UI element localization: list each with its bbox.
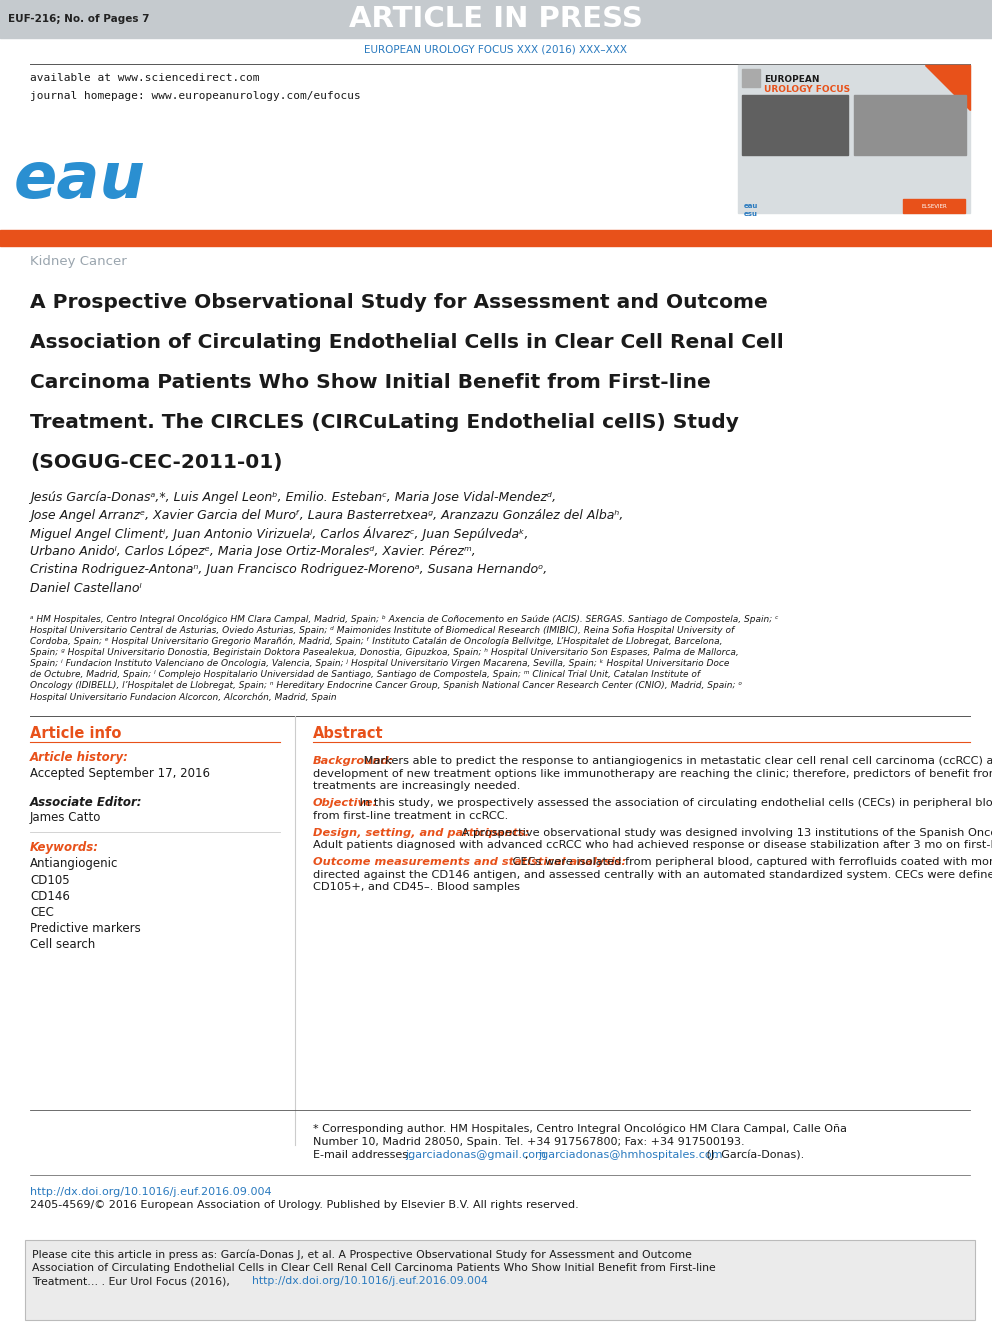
- Text: http://dx.doi.org/10.1016/j.euf.2016.09.004: http://dx.doi.org/10.1016/j.euf.2016.09.…: [30, 1187, 272, 1197]
- Text: CD105+, and CD45–. Blood samples: CD105+, and CD45–. Blood samples: [313, 882, 520, 893]
- Text: Association of Circulating Endothelial Cells in Clear Cell Renal Cell: Association of Circulating Endothelial C…: [30, 333, 784, 352]
- Text: de Octubre, Madrid, Spain; ˡ Complejo Hospitalario Universidad de Santiago, Sant: de Octubre, Madrid, Spain; ˡ Complejo Ho…: [30, 669, 700, 679]
- Text: Objective:: Objective:: [313, 798, 378, 808]
- Text: A prospective observational study was designed involving 13 institutions of the : A prospective observational study was de…: [458, 828, 992, 837]
- Text: Cristina Rodriguez-Antonaⁿ, Juan Francisco Rodriguez-Morenoᵃ, Susana Hernandoᵒ,: Cristina Rodriguez-Antonaⁿ, Juan Francis…: [30, 564, 548, 577]
- Text: James Catto: James Catto: [30, 811, 101, 823]
- Text: EUF-216; No. of Pages 7: EUF-216; No. of Pages 7: [8, 15, 150, 24]
- Text: http://dx.doi.org/10.1016/j.euf.2016.09.004: http://dx.doi.org/10.1016/j.euf.2016.09.…: [252, 1275, 488, 1286]
- Text: Association of Circulating Endothelial Cells in Clear Cell Renal Cell Carcinoma : Association of Circulating Endothelial C…: [32, 1263, 716, 1273]
- Bar: [0, 0, 992, 38]
- Text: EUROPEAN UROLOGY FOCUS XXX (2016) XXX–XXX: EUROPEAN UROLOGY FOCUS XXX (2016) XXX–XX…: [364, 45, 628, 56]
- Text: CEC: CEC: [30, 905, 54, 918]
- Text: CECs were isolated from peripheral blood, captured with ferrofluids coated with : CECs were isolated from peripheral blood…: [509, 857, 992, 867]
- Text: jgarciadonas@hmhospitales.com: jgarciadonas@hmhospitales.com: [538, 1150, 722, 1160]
- Text: Urbano Anidoˡ, Carlos Lópezᵉ, Maria Jose Ortiz-Moralesᵈ, Xavier. Pérezᵐ,: Urbano Anidoˡ, Carlos Lópezᵉ, Maria Jose…: [30, 545, 476, 558]
- Text: Jose Angel Arranzᵉ, Xavier Garcia del Muroᶠ, Laura Basterretxeaᵍ, Aranzazu Gonzá: Jose Angel Arranzᵉ, Xavier Garcia del Mu…: [30, 509, 623, 523]
- Text: Hospital Universitario Central de Asturias, Oviedo Asturias, Spain; ᵈ Maimonides: Hospital Universitario Central de Asturi…: [30, 626, 734, 635]
- Text: Design, setting, and participants:: Design, setting, and participants:: [313, 828, 530, 837]
- Text: treatments are increasingly needed.: treatments are increasingly needed.: [313, 782, 521, 791]
- Text: Background:: Background:: [313, 755, 394, 766]
- Text: jgarciadonas@gmail.com: jgarciadonas@gmail.com: [405, 1150, 546, 1160]
- Text: Keywords:: Keywords:: [30, 841, 99, 855]
- Text: In this study, we prospectively assessed the association of circulating endothel: In this study, we prospectively assessed…: [356, 798, 992, 808]
- Text: Please cite this article in press as: García-Donas J, et al. A Prospective Obser: Please cite this article in press as: Ga…: [32, 1250, 691, 1261]
- Text: * Corresponding author. HM Hospitales, Centro Integral Oncológico HM Clara Campa: * Corresponding author. HM Hospitales, C…: [313, 1125, 847, 1135]
- Text: Treatment. The CIRCLES (CIRCuLating Endothelial cellS) Study: Treatment. The CIRCLES (CIRCuLating Endo…: [30, 413, 739, 433]
- Text: A Prospective Observational Study for Assessment and Outcome: A Prospective Observational Study for As…: [30, 292, 768, 312]
- Text: Oncology (IDIBELL), l’Hospitalet de Llobregat, Spain; ⁿ Hereditary Endocrine Can: Oncology (IDIBELL), l’Hospitalet de Llob…: [30, 681, 742, 691]
- Text: Growing urology health: Growing urology health: [764, 97, 838, 102]
- Text: Carcinoma Patients Who Show Initial Benefit from First-line: Carcinoma Patients Who Show Initial Bene…: [30, 373, 710, 392]
- Text: Cordoba, Spain; ᵉ Hospital Universitario Gregorio Marañón, Madrid, Spain; ᶠ Inst: Cordoba, Spain; ᵉ Hospital Universitario…: [30, 636, 722, 647]
- Text: Miguel Angel Climentⁱ, Juan Antonio Virizuelaʲ, Carlos Álvarezᶜ, Juan Sepúlvedaᵏ: Miguel Angel Climentⁱ, Juan Antonio Viri…: [30, 527, 529, 541]
- Text: Kidney Cancer: Kidney Cancer: [30, 255, 127, 269]
- FancyBboxPatch shape: [25, 1240, 975, 1320]
- Text: Spain; ⁱ Fundacion Instituto Valenciano de Oncologia, Valencia, Spain; ʲ Hospita: Spain; ⁱ Fundacion Instituto Valenciano …: [30, 659, 729, 668]
- Text: development of new treatment options like immunotherapy are reaching the clinic;: development of new treatment options lik…: [313, 769, 992, 779]
- Text: Markers able to predict the response to antiangiogenics in metastatic clear cell: Markers able to predict the response to …: [360, 755, 992, 766]
- Text: Accepted September 17, 2016: Accepted September 17, 2016: [30, 766, 210, 779]
- Text: Predictive markers: Predictive markers: [30, 922, 141, 934]
- Text: eau: eau: [14, 149, 146, 210]
- Bar: [742, 69, 760, 87]
- Text: Article info: Article info: [30, 726, 121, 741]
- Bar: [738, 65, 970, 213]
- Polygon shape: [925, 65, 970, 110]
- Text: (J. García-Donas).: (J. García-Donas).: [703, 1150, 805, 1160]
- Bar: [0, 230, 992, 246]
- Bar: [854, 95, 966, 155]
- Text: journal homepage: www.europeanurology.com/eufocus: journal homepage: www.europeanurology.co…: [30, 91, 361, 101]
- Text: directed against the CD146 antigen, and assessed centrally with an automated sta: directed against the CD146 antigen, and …: [313, 869, 992, 880]
- Text: 2405-4569/© 2016 European Association of Urology. Published by Elsevier B.V. All: 2405-4569/© 2016 European Association of…: [30, 1200, 578, 1211]
- Text: Daniel Castellanoˡ: Daniel Castellanoˡ: [30, 582, 142, 594]
- Text: Number 10, Madrid 28050, Spain. Tel. +34 917567800; Fax: +34 917500193.: Number 10, Madrid 28050, Spain. Tel. +34…: [313, 1136, 745, 1147]
- Text: ARTICLE IN PRESS: ARTICLE IN PRESS: [349, 5, 643, 33]
- Text: ,: ,: [525, 1150, 532, 1160]
- Text: from first-line treatment in ccRCC.: from first-line treatment in ccRCC.: [313, 811, 508, 820]
- Text: Abstract: Abstract: [313, 726, 384, 741]
- Text: Cell search: Cell search: [30, 938, 95, 950]
- Text: Spain; ᵍ Hospital Universitario Donostia, Begiristain Doktora Pasealekua, Donost: Spain; ᵍ Hospital Universitario Donostia…: [30, 648, 739, 658]
- Text: (SOGUG-CEC-2011-01): (SOGUG-CEC-2011-01): [30, 452, 283, 472]
- Text: CD105: CD105: [30, 873, 69, 886]
- Text: available at www.sciencedirect.com: available at www.sciencedirect.com: [30, 73, 260, 83]
- Text: Outcome measurements and statistical analysis:: Outcome measurements and statistical ana…: [313, 857, 626, 867]
- Text: Antiangiogenic: Antiangiogenic: [30, 857, 118, 871]
- Text: CD146: CD146: [30, 889, 69, 902]
- Bar: [742, 95, 848, 155]
- Text: ELSEVIER: ELSEVIER: [922, 204, 947, 209]
- Text: Associate Editor:: Associate Editor:: [30, 796, 143, 810]
- Text: ᵃ HM Hospitales, Centro Integral Oncológico HM Clara Campal, Madrid, Spain; ᵇ Ax: ᵃ HM Hospitales, Centro Integral Oncológ…: [30, 615, 779, 624]
- Text: E-mail addresses:: E-mail addresses:: [313, 1150, 415, 1160]
- Bar: [903, 198, 965, 213]
- Text: eau
esu: eau esu: [744, 202, 758, 217]
- Text: Adult patients diagnosed with advanced ccRCC who had achieved response or diseas: Adult patients diagnosed with advanced c…: [313, 840, 992, 851]
- Text: Jesús García-Donasᵃ,*, Luis Angel Leonᵇ, Emilio. Estebanᶜ, Maria Jose Vidal-Mend: Jesús García-Donasᵃ,*, Luis Angel Leonᵇ,…: [30, 492, 557, 504]
- Text: Hospital Universitario Fundacion Alcorcon, Alcorchón, Madrid, Spain: Hospital Universitario Fundacion Alcorco…: [30, 692, 336, 701]
- Text: Article history:: Article history:: [30, 751, 129, 765]
- Text: UROLOGY FOCUS: UROLOGY FOCUS: [764, 85, 850, 94]
- Text: EUROPEAN: EUROPEAN: [764, 74, 819, 83]
- Text: Treatment… . Eur Urol Focus (2016),: Treatment… . Eur Urol Focus (2016),: [32, 1275, 233, 1286]
